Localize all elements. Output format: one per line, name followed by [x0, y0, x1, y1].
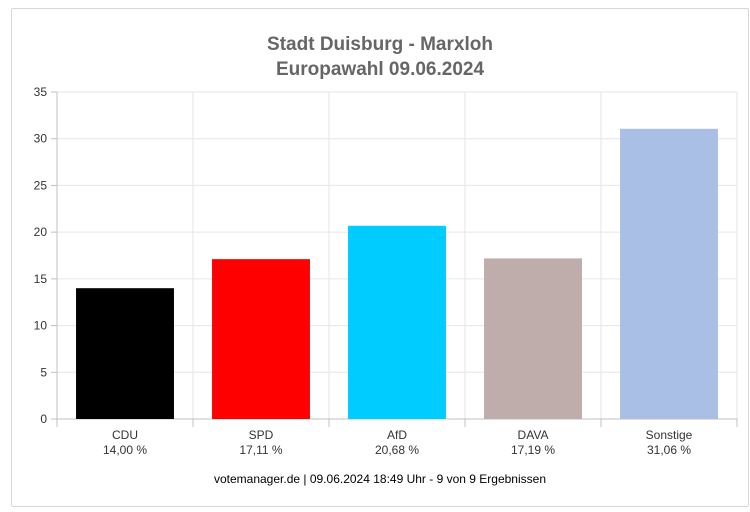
x-tick-label: SPD: [249, 428, 274, 442]
y-tick-label: 15: [34, 272, 48, 286]
y-tick-label: 5: [40, 365, 47, 379]
x-tick-label: AfD: [387, 428, 407, 442]
bar-cdu: [76, 288, 174, 419]
y-tick-label: 10: [34, 319, 48, 333]
y-tick-label: 30: [34, 132, 48, 146]
y-tick-label: 35: [34, 85, 48, 99]
chart-footer: votemanager.de | 09.06.2024 18:49 Uhr - …: [213, 472, 546, 486]
bar-sonstige: [620, 128, 718, 419]
x-tick-label: CDU: [112, 428, 138, 442]
y-tick-label: 20: [34, 225, 48, 239]
bar-value-label: 20,68 %: [375, 443, 419, 457]
bar-dava: [484, 258, 582, 419]
bar-value-label: 31,06 %: [647, 443, 691, 457]
bar-spd: [212, 259, 310, 419]
x-tick-label: Sonstige: [646, 428, 693, 442]
chart-subtitle: Europawahl 09.06.2024: [275, 59, 485, 80]
chart-title: Stadt Duisburg - Marxloh: [267, 34, 493, 55]
x-tick-label: DAVA: [518, 428, 549, 442]
bar-afd: [348, 225, 446, 419]
bar-value-label: 14,00 %: [103, 443, 147, 457]
y-tick-label: 0: [40, 412, 47, 426]
bar-value-label: 17,19 %: [511, 443, 555, 457]
bar-value-label: 17,11 %: [239, 443, 282, 457]
y-tick-label: 25: [34, 178, 48, 192]
